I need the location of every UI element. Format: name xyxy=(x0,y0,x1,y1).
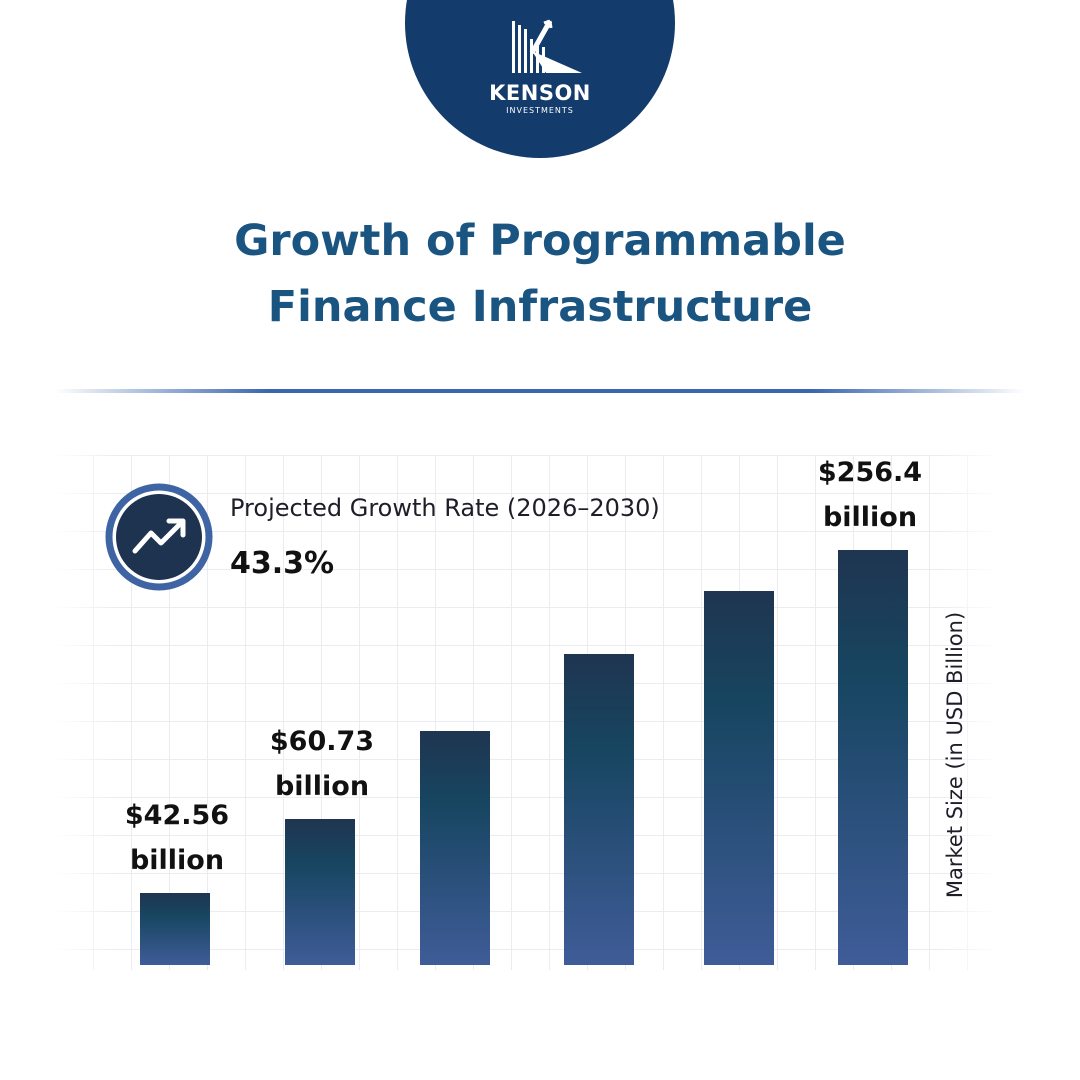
brand-tagline: INVESTMENTS xyxy=(506,106,574,115)
bar-1-label-line-1: $42.56 xyxy=(125,800,229,831)
bar-2 xyxy=(285,819,355,965)
bar-4 xyxy=(564,654,634,965)
growth-rate-label: Projected Growth Rate (2026–2030) xyxy=(230,494,660,522)
bar-6 xyxy=(838,550,908,965)
kenson-logo-icon xyxy=(512,19,582,73)
page-title-line1: Growth of Programmable xyxy=(234,216,846,266)
page-title-line2: Finance Infrastructure xyxy=(267,282,813,332)
bar-1 xyxy=(140,893,210,965)
bar-2-label-line-1: $60.73 xyxy=(270,726,374,757)
grid-fade-right xyxy=(940,455,1000,970)
bar-3 xyxy=(420,731,490,965)
trending-up-icon xyxy=(105,483,213,591)
growth-rate-value: 43.3% xyxy=(230,546,335,581)
brand-name: KENSON xyxy=(489,81,591,105)
bar-6-label-line-2: billion xyxy=(823,502,917,533)
y-axis-title: Market Size (in USD Billion) xyxy=(943,612,967,898)
bar-5 xyxy=(704,591,774,965)
bar-2-label-line-2: billion xyxy=(275,771,369,802)
title-divider xyxy=(55,389,1025,393)
grid-fade-left xyxy=(55,455,115,970)
bar-1-label-line-2: billion xyxy=(130,845,224,876)
bar-6-label-line-1: $256.4 xyxy=(818,457,922,488)
